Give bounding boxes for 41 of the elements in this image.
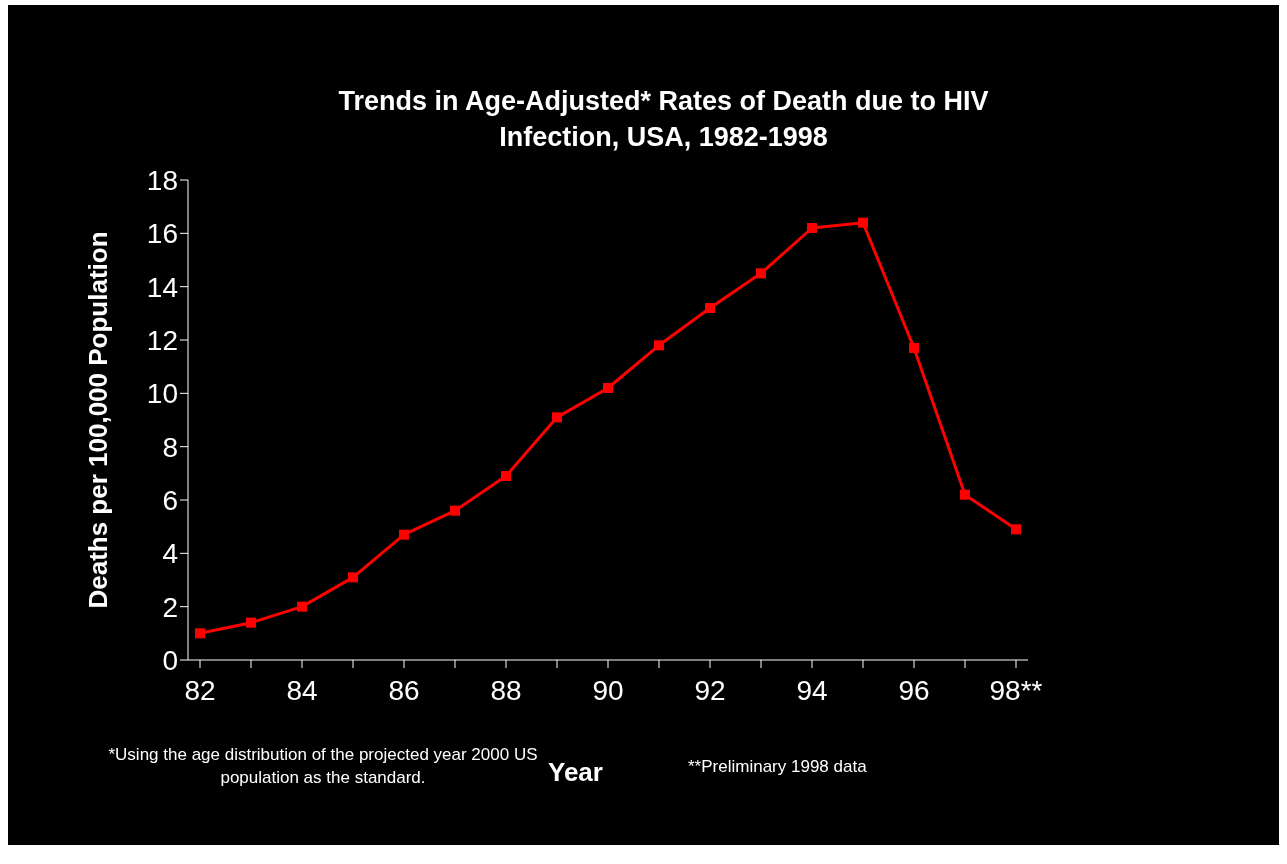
point bbox=[807, 223, 817, 233]
point bbox=[450, 505, 460, 516]
x-tick-label: 90 bbox=[592, 674, 624, 706]
point bbox=[705, 303, 715, 313]
y-tick-label: 0 bbox=[162, 644, 178, 676]
point bbox=[654, 340, 664, 351]
y-tick-label: 4 bbox=[162, 538, 178, 570]
x-tick-label: 94 bbox=[796, 674, 828, 706]
point bbox=[501, 471, 511, 481]
point bbox=[246, 617, 256, 628]
point bbox=[195, 628, 205, 639]
x-tick-label: 82 bbox=[184, 674, 216, 706]
text: *Using the age distribution of the projected year 2000 US population as the standard. bbox=[107, 744, 539, 789]
point bbox=[603, 383, 613, 393]
y-tick-label: 18 bbox=[146, 164, 178, 196]
y-tick-label: 6 bbox=[162, 484, 178, 516]
point bbox=[552, 412, 562, 423]
text: **Preliminary 1998 data bbox=[688, 757, 867, 777]
x-axis-title: Year bbox=[548, 757, 603, 788]
point bbox=[348, 572, 358, 583]
chart-title: Trends in Age-Adjusted* Rates of Death due to HIV Infection, USA, 1982-1998 bbox=[337, 85, 990, 154]
y-tick-label: 8 bbox=[162, 431, 178, 463]
x-tick-label: 98** bbox=[989, 674, 1043, 706]
x-tick-label: 86 bbox=[388, 674, 420, 706]
point bbox=[756, 268, 766, 279]
x-tick-label: 84 bbox=[286, 674, 318, 706]
point bbox=[909, 343, 919, 353]
y-tick-label: 14 bbox=[146, 271, 178, 303]
point bbox=[399, 529, 409, 540]
x-tick-label: 96 bbox=[898, 674, 930, 706]
point bbox=[960, 489, 970, 500]
y-tick-label: 12 bbox=[146, 324, 178, 356]
y-axis-title: Deaths per 100,000 Population bbox=[83, 231, 114, 609]
y-tick-label: 16 bbox=[146, 218, 178, 250]
y-tick-label: 2 bbox=[162, 591, 178, 623]
point bbox=[297, 601, 307, 612]
x-tick-label: 92 bbox=[694, 674, 726, 706]
x-tick-label: 88 bbox=[490, 674, 522, 706]
point bbox=[1011, 524, 1021, 535]
y-tick-label: 10 bbox=[146, 378, 178, 410]
point bbox=[858, 217, 868, 228]
